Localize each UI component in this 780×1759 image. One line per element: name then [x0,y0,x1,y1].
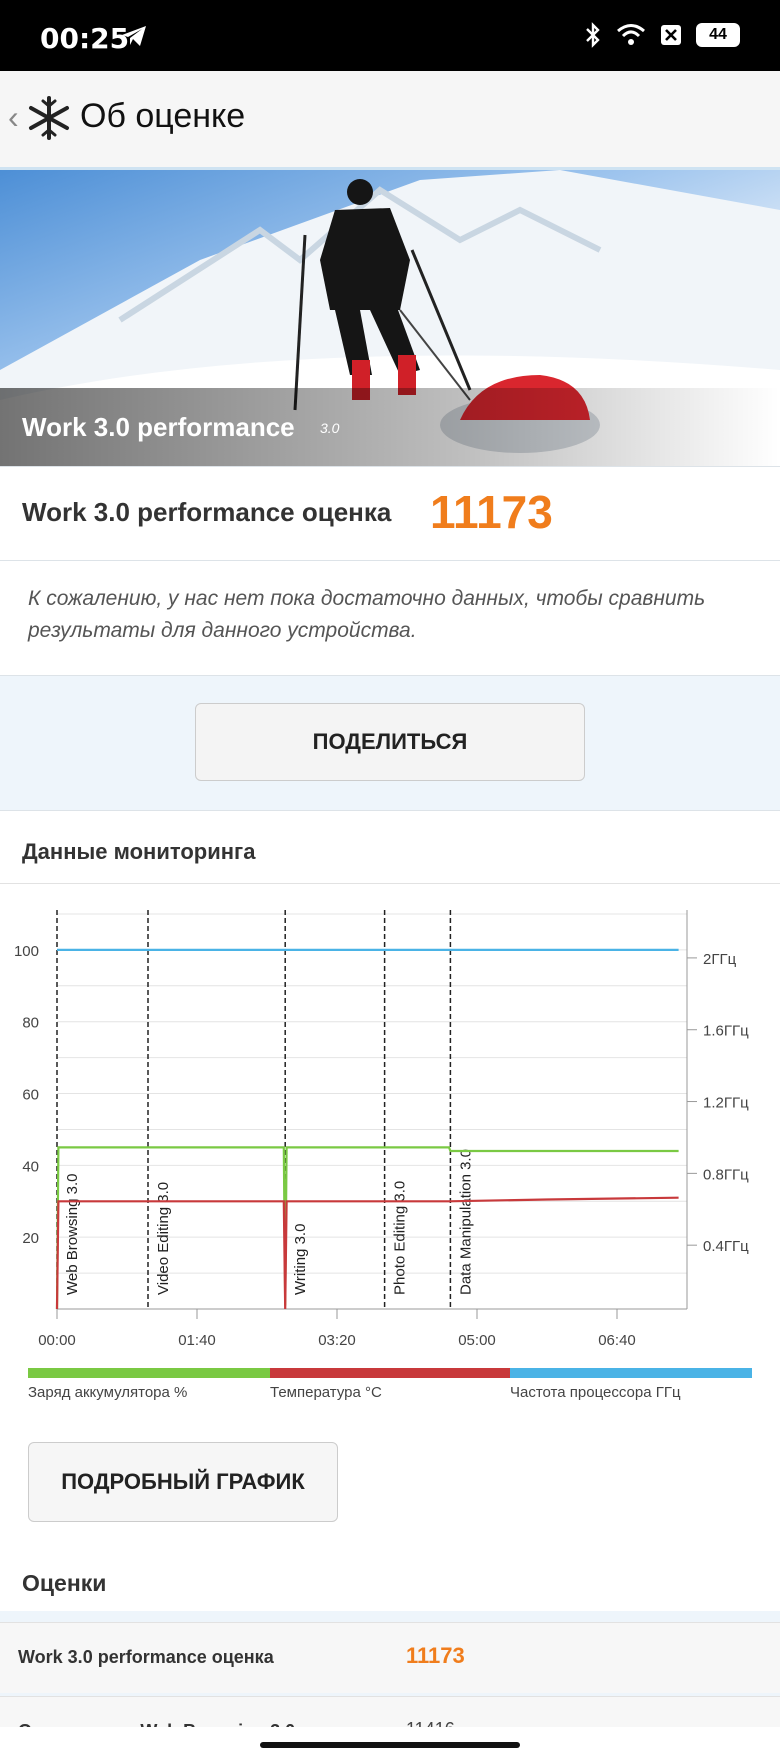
comparison-note: К сожалению, у нас нет пока достаточно д… [28,587,706,642]
y-left-tick-label: 100 [14,943,39,960]
telegram-icon [122,26,146,46]
legend-temperature: Температура °С [270,1368,512,1401]
bluetooth-icon [586,22,600,48]
legend-cpu-label: Частота процессора ГГц [510,1384,681,1401]
legend-temperature-swatch [270,1368,512,1378]
back-chevron-icon[interactable]: ‹ [8,99,19,135]
wifi-icon [617,24,645,45]
y-right-tick-label: 0.4ГГц [703,1238,749,1255]
legend-cpu-frequency: Частота процессора ГГц [510,1368,752,1401]
score-label: Work 3.0 performance оценка [22,497,392,527]
detailed-chart-button[interactable]: ПОДРОБНЫЙ ГРАФИК [28,1442,338,1522]
snowflake-logo-icon [29,96,69,140]
x-tick-label: 00:00 [38,1332,76,1349]
score-row-work[interactable]: Work 3.0 performance оценка 11173 [0,1622,780,1693]
phase-marker-label: Data Manipulation 3.0 [457,1149,474,1295]
phase-marker-label: Photo Editing 3.0 [392,1181,409,1295]
legend-battery-swatch [28,1368,270,1378]
hero-banner: Work 3.0 performance 3.0 [0,170,780,466]
y-left-tick-label: 60 [22,1087,39,1104]
status-time: 00:25 [40,22,130,55]
legend-cpu-swatch [510,1368,752,1378]
score-row-label: Work 3.0 performance оценка [18,1647,274,1667]
no-sim-icon [661,25,681,45]
series-line [55,1146,679,1310]
page-title: Об оценке [80,97,246,135]
hero-version: 3.0 [320,420,340,436]
legend-battery: Заряд аккумулятора % [28,1368,270,1401]
hero-title: Work 3.0 performance [22,412,295,442]
comparison-note-card: К сожалению, у нас нет пока достаточно д… [0,560,780,676]
share-button[interactable]: ПОДЕЛИТЬСЯ [195,703,585,781]
y-right-tick-label: 2ГГц [703,951,737,968]
phase-marker-label: Writing 3.0 [292,1224,309,1295]
status-bar: 00:25 44 [0,0,780,71]
score-value: 11173 [430,486,553,538]
x-tick-label: 03:20 [318,1332,356,1349]
x-tick-label: 06:40 [598,1332,636,1349]
x-tick-label: 05:00 [458,1332,496,1349]
hero-banner-overlay [0,388,780,466]
status-icons: 44 [584,22,740,48]
phase-marker-label: Web Browsing 3.0 [64,1174,81,1295]
series-line [55,1196,679,1310]
legend-temperature-label: Температура °С [270,1384,382,1401]
monitoring-chart: 20 40 60 80 100 0.4ГГц 0.8ГГц 1.2ГГц 1.6ГГц 2ГГц 0… [14,910,749,1349]
app-bar: ‹ Об оценке [0,71,780,170]
legend-battery-label: Заряд аккумулятора % [28,1384,188,1401]
y-left-tick-label: 80 [22,1015,39,1032]
monitoring-title: Данные мониторинга [22,839,256,864]
scores-heading: Оценки [22,1570,107,1596]
score-card: Work 3.0 performance оценка 11173 [0,466,780,562]
battery-icon: 44 [696,23,740,47]
y-left-tick-label: 20 [22,1230,39,1247]
x-tick-label: 01:40 [178,1332,216,1349]
y-right-tick-label: 1.2ГГц [703,1095,749,1112]
score-row-value: 11173 [406,1643,465,1668]
y-right-tick-label: 0.8ГГц [703,1166,749,1183]
phase-marker-label: Video Editing 3.0 [155,1182,172,1295]
y-left-tick-label: 40 [22,1158,39,1175]
y-right-tick-label: 1.6ГГц [703,1023,749,1040]
home-indicator[interactable] [260,1742,520,1748]
